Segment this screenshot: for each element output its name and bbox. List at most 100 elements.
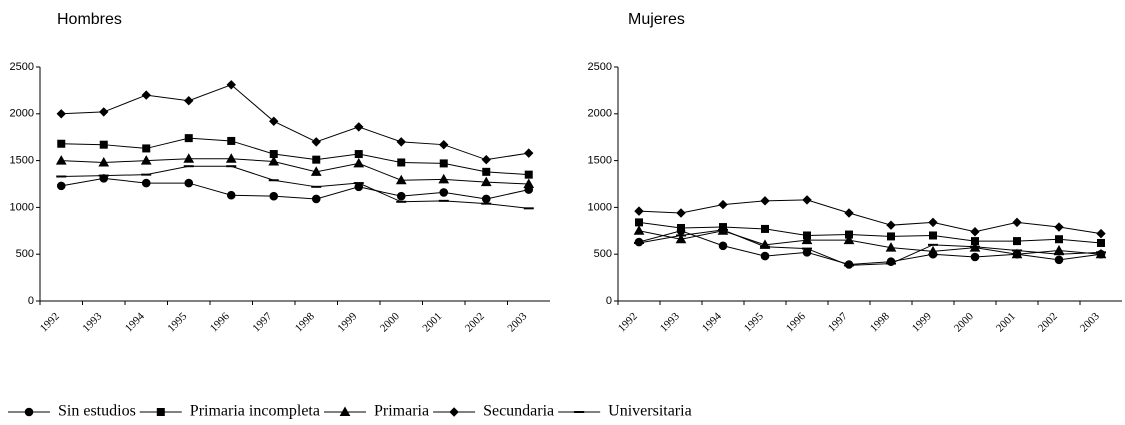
marker <box>184 178 194 188</box>
x-tick-label: 2002 <box>1036 310 1060 334</box>
marker <box>397 158 406 167</box>
marker <box>98 156 110 167</box>
series <box>57 134 533 179</box>
marker <box>339 406 351 416</box>
x-tick-label: 2002 <box>463 310 487 334</box>
line <box>61 177 529 200</box>
line <box>638 230 1102 266</box>
x-tick-label: 1996 <box>784 310 808 334</box>
marker <box>311 137 321 147</box>
y-tick-label: 2500 <box>588 61 612 73</box>
marker <box>269 116 279 126</box>
y-tick-label: 1500 <box>10 155 34 167</box>
x-tick-label: 2000 <box>378 310 402 334</box>
marker <box>480 176 492 187</box>
marker <box>928 217 938 228</box>
marker <box>439 188 449 197</box>
series: Universitaria <box>634 228 1106 267</box>
marker <box>353 157 365 168</box>
marker <box>1053 244 1065 255</box>
marker <box>439 139 449 150</box>
marker <box>226 190 236 200</box>
x-tick-label: 2001 <box>994 310 1018 334</box>
legend-label: Primaria incompleta <box>190 403 320 420</box>
y-tick-label: 2000 <box>588 108 612 120</box>
marker <box>677 223 685 232</box>
marker <box>481 154 491 165</box>
legend-label: Universitaria <box>608 403 692 420</box>
marker <box>56 181 66 191</box>
marker <box>802 195 812 205</box>
line <box>638 221 1102 244</box>
marker <box>1096 228 1106 239</box>
marker <box>481 194 491 204</box>
legend-label: Primaria <box>374 403 429 420</box>
chart-title: Hombres <box>57 11 122 28</box>
series <box>55 153 535 188</box>
marker <box>227 136 236 145</box>
marker <box>844 208 854 218</box>
y-tick-label: 2000 <box>10 108 34 120</box>
x-tick-label: 2000 <box>952 310 976 334</box>
marker <box>184 134 193 143</box>
marker <box>970 252 980 262</box>
marker <box>310 166 322 176</box>
x-tick-label: 1992 <box>38 310 62 334</box>
marker <box>524 148 534 158</box>
y-tick-label: 500 <box>594 248 612 260</box>
marker <box>56 109 66 119</box>
marker <box>524 170 533 179</box>
marker <box>761 224 769 233</box>
marker <box>354 122 364 132</box>
marker <box>970 227 980 237</box>
x-tick-label: 1994 <box>123 310 147 334</box>
marker <box>396 137 406 147</box>
series: Primaria <box>633 225 1107 259</box>
y-tick-label: 1000 <box>10 201 34 213</box>
x-tick-label: 1992 <box>616 310 640 334</box>
line <box>61 137 529 176</box>
marker <box>439 159 448 168</box>
marker <box>354 150 363 159</box>
y-tick-label: 1000 <box>588 201 612 213</box>
marker <box>929 231 937 240</box>
series: Secundaria <box>634 195 1106 239</box>
x-tick-label: 2001 <box>420 310 444 334</box>
legend-label: Secundaria <box>483 403 554 420</box>
marker <box>843 234 855 245</box>
marker <box>1011 248 1023 259</box>
x-tick-label: 1999 <box>910 310 934 334</box>
marker <box>1054 222 1064 232</box>
line <box>638 199 1102 235</box>
x-tick-label: 1995 <box>742 310 766 334</box>
marker <box>887 232 895 241</box>
series: Sin estudios <box>634 226 1106 269</box>
y-tick-label: 2500 <box>10 61 34 73</box>
marker <box>634 206 644 216</box>
marker <box>927 245 939 256</box>
marker <box>156 408 165 416</box>
marker <box>183 153 195 163</box>
series <box>56 80 534 165</box>
marker <box>675 233 687 244</box>
marker <box>1055 235 1063 244</box>
line <box>638 229 1102 266</box>
legend-label: Sin estudios <box>58 403 136 420</box>
marker <box>1054 255 1064 265</box>
series: Primaria incompleta <box>635 218 1105 247</box>
series <box>56 165 534 210</box>
marker <box>141 178 151 188</box>
x-tick-label: 1997 <box>250 310 274 334</box>
marker <box>99 140 108 149</box>
marker <box>633 225 645 235</box>
marker <box>269 191 279 201</box>
x-tick-label: 1998 <box>868 310 892 334</box>
y-tick-label: 1500 <box>588 155 612 167</box>
marker <box>718 199 728 210</box>
marker <box>1012 217 1022 228</box>
marker <box>184 95 194 106</box>
marker <box>268 156 280 166</box>
marker <box>226 80 236 90</box>
marker <box>801 234 813 245</box>
marker <box>142 144 151 153</box>
